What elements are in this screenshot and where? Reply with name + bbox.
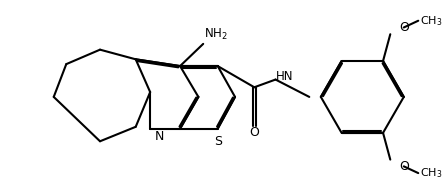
Text: O: O	[399, 21, 409, 34]
Text: HN: HN	[276, 70, 293, 83]
Text: NH$_2$: NH$_2$	[204, 27, 228, 42]
Text: CH$_3$: CH$_3$	[420, 14, 443, 28]
Text: S: S	[214, 135, 222, 148]
Text: N: N	[155, 130, 164, 143]
Text: O: O	[250, 126, 259, 139]
Text: CH$_3$: CH$_3$	[420, 166, 443, 180]
Text: O: O	[399, 160, 409, 173]
